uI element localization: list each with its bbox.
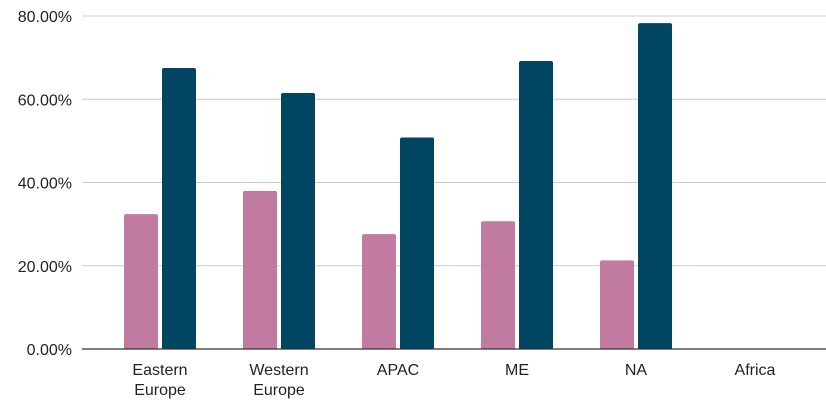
bar-series-2 xyxy=(162,68,196,349)
x-category-label: APAC xyxy=(377,362,419,379)
gridlines xyxy=(82,15,826,267)
x-category-label: Western xyxy=(249,362,308,379)
x-category-label: ME xyxy=(505,362,529,379)
bar-series-1 xyxy=(481,221,515,349)
bar-series-2 xyxy=(519,60,553,349)
bar-series-2 xyxy=(281,93,315,349)
bar-series-2 xyxy=(638,23,672,349)
x-axis-labels: Eastern Europe Western Europe APAC ME NA Africa xyxy=(132,362,775,399)
x-category-label: Europe xyxy=(134,382,186,399)
y-axis-ticks: 0.00% 20.00% 40.00% 60.00% 80.00% xyxy=(18,9,72,359)
x-category-label: Europe xyxy=(253,382,305,399)
bar-series-1 xyxy=(600,260,634,349)
y-tick-label: 80.00% xyxy=(18,9,72,26)
y-tick-label: 60.00% xyxy=(18,92,72,109)
bar-series-1 xyxy=(124,214,158,349)
x-category-label: Africa xyxy=(735,362,776,379)
x-category-label: Eastern xyxy=(132,362,187,379)
bars xyxy=(124,23,672,349)
x-category-label: NA xyxy=(625,362,648,379)
y-tick-label: 40.00% xyxy=(18,176,72,193)
bar-series-1 xyxy=(362,234,396,349)
bar-series-1 xyxy=(243,190,277,349)
y-tick-label: 20.00% xyxy=(18,259,72,276)
bar-series-2 xyxy=(400,137,434,349)
y-tick-label: 0.00% xyxy=(27,342,72,359)
